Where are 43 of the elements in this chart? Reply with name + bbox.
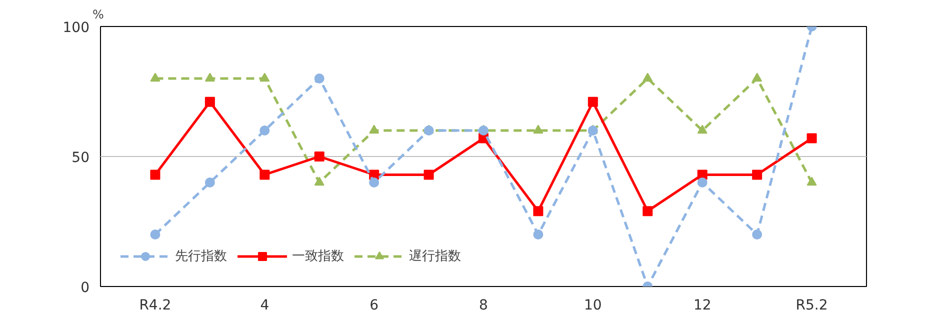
point — [204, 72, 215, 82]
point — [588, 96, 598, 107]
point — [150, 72, 160, 82]
point — [204, 178, 215, 188]
point — [369, 124, 380, 134]
point — [314, 152, 324, 162]
y-tick-label: 100 — [62, 20, 90, 36]
point — [150, 170, 160, 180]
point — [369, 178, 380, 188]
point — [204, 96, 215, 107]
point — [260, 170, 270, 180]
point — [314, 74, 324, 84]
x-tick-label: R4.2 — [139, 298, 172, 314]
x-tick-label: 12 — [693, 298, 712, 314]
point — [260, 72, 270, 82]
legend-label: 先行指数 — [175, 248, 227, 265]
point — [752, 72, 762, 82]
point — [533, 206, 544, 216]
y-tick-label: 50 — [72, 150, 90, 166]
point — [314, 176, 324, 186]
point — [697, 124, 708, 134]
point — [260, 126, 270, 136]
legend-label: 一致指数 — [292, 248, 344, 265]
y-tick-label: 0 — [80, 280, 90, 296]
point — [533, 230, 544, 240]
point — [642, 72, 653, 82]
y-axis-title: % — [92, 8, 104, 22]
point — [806, 176, 817, 186]
point — [752, 170, 762, 180]
x-tick-label: R5.2 — [796, 298, 828, 314]
x-tick-label: 6 — [370, 298, 379, 314]
x-tick-label: 4 — [260, 298, 270, 314]
point — [697, 170, 708, 180]
point — [533, 124, 544, 134]
x-tick-label: 10 — [584, 298, 602, 314]
point — [642, 206, 653, 216]
x-tick-label: 8 — [479, 298, 488, 314]
point — [697, 178, 708, 188]
point — [806, 133, 817, 144]
point — [150, 230, 160, 240]
point — [752, 230, 762, 240]
legend-label: 遅行指数 — [409, 248, 461, 265]
point — [424, 170, 434, 180]
